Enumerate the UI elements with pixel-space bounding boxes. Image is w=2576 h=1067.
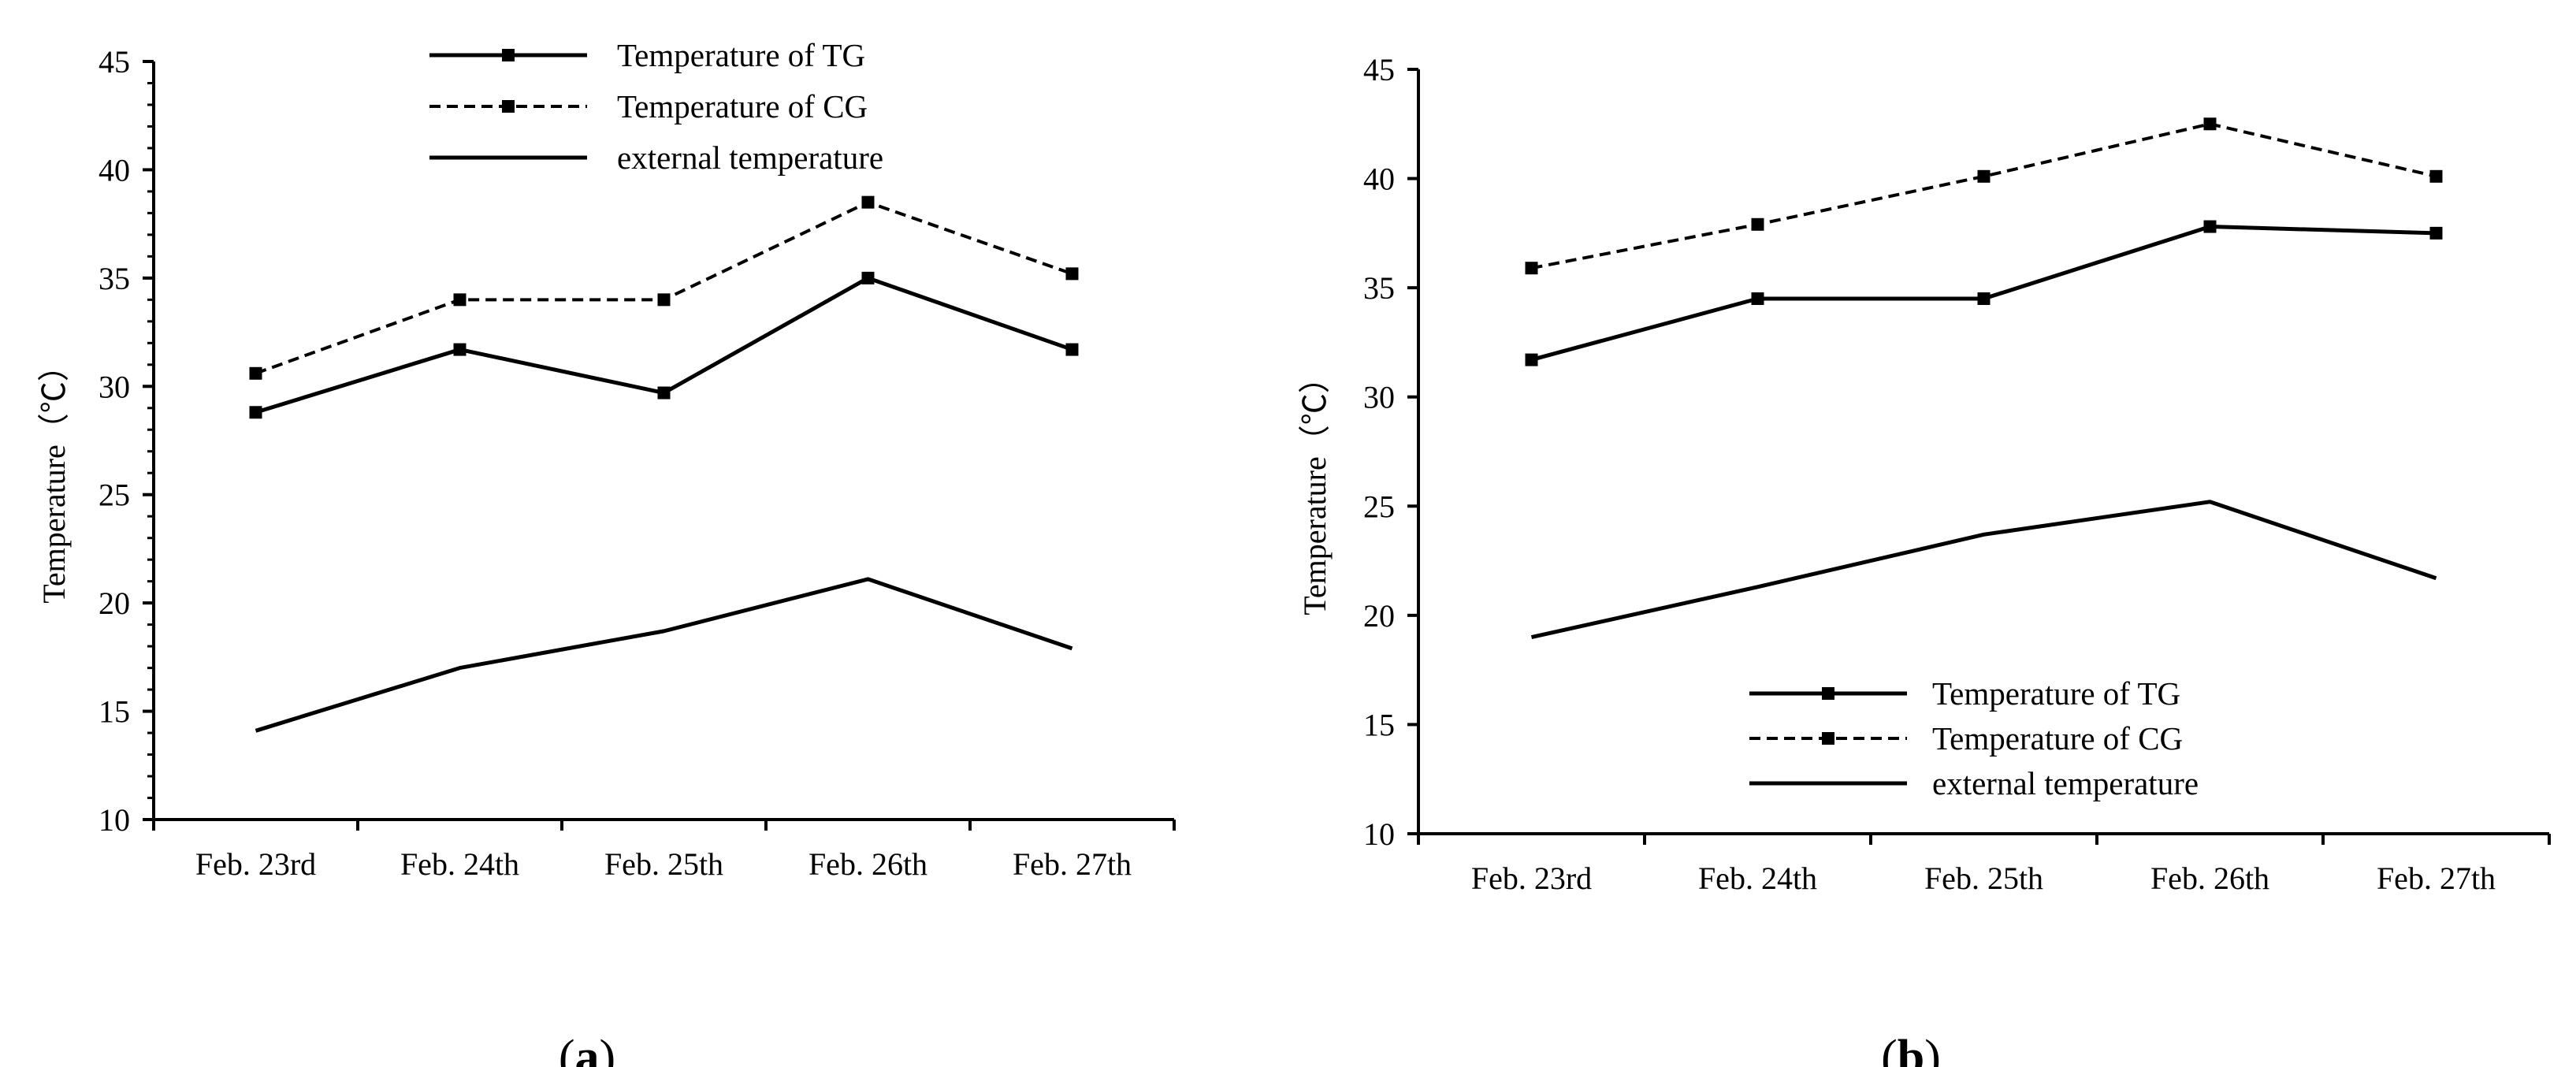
y-tick-label-b-15: 15 xyxy=(1363,707,1395,742)
series-line-a-1 xyxy=(255,200,1073,375)
data-point-b-1-4 xyxy=(2429,169,2443,183)
y-tick-label-b-10: 10 xyxy=(1363,816,1395,852)
x-tick-label-a-3: Feb. 26th xyxy=(808,846,927,882)
y-tick-label-b-30: 30 xyxy=(1363,380,1395,415)
data-point-a-1-2 xyxy=(657,293,671,307)
y-axis-title-b: Temperature（℃） xyxy=(1297,362,1333,615)
y-tick-label-b-20: 20 xyxy=(1363,598,1395,634)
legend-marker-a-0 xyxy=(502,49,515,61)
y-tick-label-b-45: 45 xyxy=(1363,52,1395,87)
legend-label-b-2: external temperature xyxy=(1932,765,2199,801)
data-point-b-0-3 xyxy=(2203,220,2217,233)
y-tick-label-a-15: 15 xyxy=(99,694,130,730)
data-point-b-0-2 xyxy=(1977,292,1991,305)
x-tick-label-a-1: Feb. 24th xyxy=(400,846,519,882)
y-tick-label-a-45: 45 xyxy=(99,44,130,80)
x-tick-label-b-1: Feb. 24th xyxy=(1698,861,1817,896)
legend-marker-a-1 xyxy=(502,100,515,113)
legend-marker-b-1 xyxy=(1822,732,1834,745)
data-point-b-0-1 xyxy=(1751,292,1764,305)
data-point-b-1-1 xyxy=(1751,217,1764,231)
data-point-b-1-3 xyxy=(2203,117,2217,131)
legend-label-a-0: Temperature of TG xyxy=(617,37,865,73)
y-tick-label-b-25: 25 xyxy=(1363,489,1395,524)
data-point-a-1-4 xyxy=(1065,267,1079,281)
x-tick-label-a-2: Feb. 25th xyxy=(604,846,723,882)
y-tick-label-a-30: 30 xyxy=(99,369,130,404)
series-line-b-2 xyxy=(1530,500,2437,640)
x-tick-label-b-2: Feb. 25th xyxy=(1924,861,2043,896)
chart-panel-b: 10 15 20 25 30 35 40 45 Feb. 23rd Feb. 24th Feb. 2… xyxy=(1297,52,2551,1067)
legend-label-a-1: Temperature of CG xyxy=(617,88,868,125)
data-point-a-0-0 xyxy=(249,406,262,419)
legend-label-b-0: Temperature of TG xyxy=(1932,675,2180,712)
y-tick-label-a-10: 10 xyxy=(99,802,130,838)
data-point-a-0-2 xyxy=(657,386,671,400)
x-tick-label-a-0: Feb. 23rd xyxy=(195,846,316,882)
x-tick-label-b-3: Feb. 26th xyxy=(2150,861,2269,896)
data-point-a-0-4 xyxy=(1065,343,1079,356)
data-point-a-0-1 xyxy=(453,343,467,356)
y-tick-label-a-25: 25 xyxy=(99,478,130,513)
data-point-a-1-1 xyxy=(453,293,467,307)
chart-panel-a: 10 15 20 25 30 35 40 45 Feb. 23rd Feb. 24th Feb. 2… xyxy=(36,37,1176,1067)
y-tick-label-a-40: 40 xyxy=(99,152,130,188)
panel-label-b: (b) xyxy=(1881,1031,1941,1067)
y-tick-label-a-20: 20 xyxy=(99,586,130,621)
y-tick-label-b-40: 40 xyxy=(1363,162,1395,197)
x-tick-label-b-4: Feb. 27th xyxy=(2377,861,2496,896)
y-axis-title-a: Temperature（℃） xyxy=(36,350,72,604)
panel-label-a: (a) xyxy=(559,1031,615,1067)
data-point-b-1-0 xyxy=(1525,262,1538,275)
y-tick-label-b-35: 35 xyxy=(1363,270,1395,306)
x-tick-label-b-0: Feb. 23rd xyxy=(1471,861,1592,896)
data-point-b-1-2 xyxy=(1977,169,1991,183)
legend-marker-b-0 xyxy=(1822,687,1834,700)
y-tick-label-a-35: 35 xyxy=(99,261,130,296)
legend-label-a-2: external temperature xyxy=(617,139,883,176)
series-line-b-1 xyxy=(1531,122,2437,270)
data-point-b-0-4 xyxy=(2429,226,2443,240)
x-tick-label-a-4: Feb. 27th xyxy=(1013,846,1132,882)
series-line-a-2 xyxy=(255,577,1073,733)
data-point-a-1-0 xyxy=(249,366,262,380)
data-point-a-1-3 xyxy=(861,195,875,209)
data-point-b-0-0 xyxy=(1525,353,1538,366)
data-point-a-0-3 xyxy=(861,271,875,284)
legend-label-b-1: Temperature of CG xyxy=(1932,720,2183,757)
